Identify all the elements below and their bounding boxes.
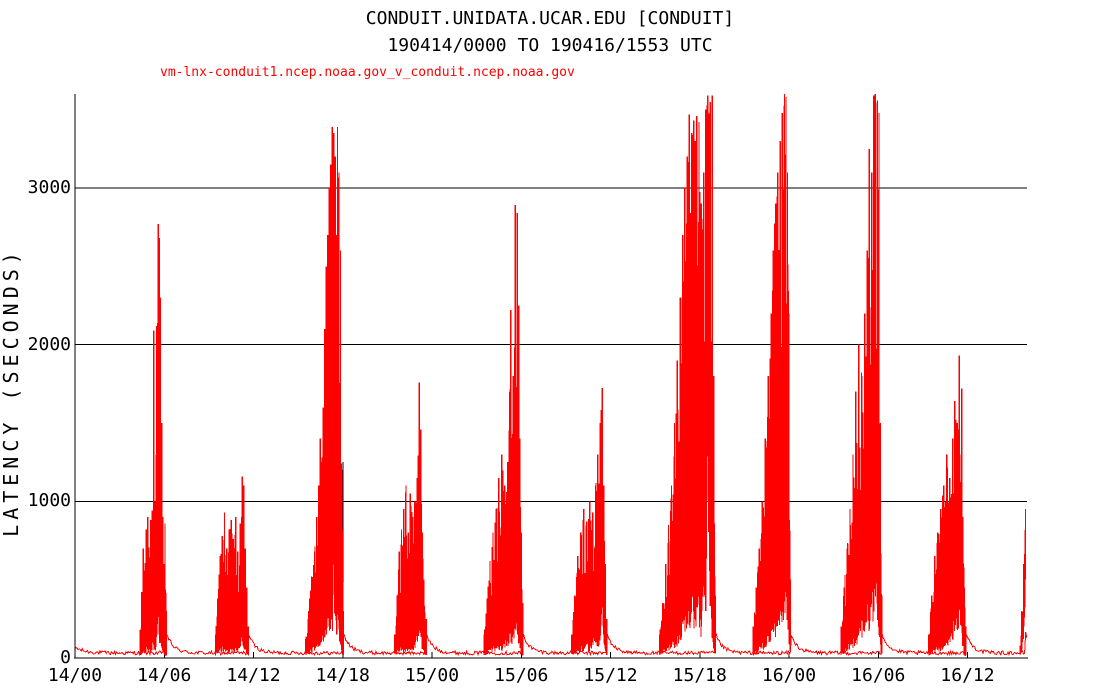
- time-range-subtitle: 190414/0000 TO 190416/1553 UTC: [387, 35, 713, 56]
- x-tick-label: 14/18: [315, 665, 370, 686]
- x-tick-label: 16/00: [761, 665, 817, 686]
- page-title: CONDUIT.UNIDATA.UCAR.EDU [CONDUIT]: [365, 8, 735, 29]
- series-legend-label: vm-lnx-conduit1.ncep.noaa.gov_v_conduit.…: [160, 65, 575, 80]
- x-tick-label: 14/12: [226, 665, 281, 686]
- x-tick-label: 15/06: [494, 665, 549, 686]
- y-tick-label: 2000: [27, 333, 71, 355]
- x-tick-label: 15/00: [404, 665, 460, 686]
- x-tick-label: 16/12: [940, 665, 995, 686]
- x-tick-label: 15/12: [583, 665, 638, 686]
- y-tick-label: 1000: [27, 490, 71, 512]
- x-tick-label: 14/00: [47, 665, 103, 686]
- y-tick-label: 3000: [27, 177, 71, 198]
- x-tick-label: 16/06: [851, 665, 906, 686]
- y-tick-label: 0: [60, 647, 71, 668]
- baseline-latency-trace: [74, 630, 1028, 657]
- x-tick-label: 14/06: [137, 665, 192, 686]
- x-tick-label: 15/18: [672, 665, 727, 686]
